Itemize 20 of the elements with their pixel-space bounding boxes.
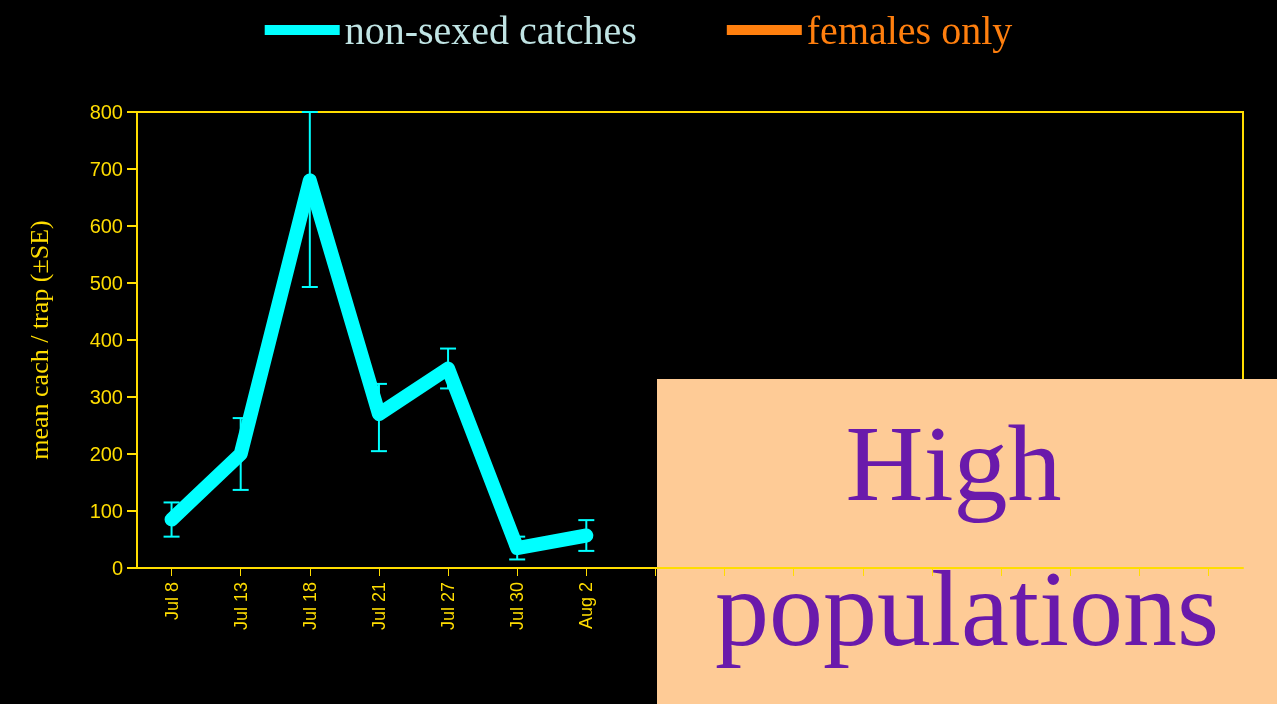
y-tick-label: 800 (89, 101, 123, 123)
y-tick-label: 0 (111, 557, 123, 579)
x-tick-label: Jul 18 (299, 582, 320, 631)
legend-label: non-sexed catches (344, 7, 637, 53)
y-tick-label: 600 (89, 215, 123, 237)
y-axis-title: mean cach / trap (±SE) (24, 220, 54, 460)
y-tick-label: 500 (89, 272, 123, 294)
legend-label: females only (806, 7, 1013, 53)
annotation: High populations (715, 404, 1219, 668)
x-tick-label: Jul 13 (230, 582, 251, 631)
y-tick-label: 300 (89, 386, 123, 408)
x-tick-label: Jul 21 (368, 582, 389, 631)
y-tick-label: 100 (89, 500, 123, 522)
x-tick-label: Jul 8 (161, 582, 182, 621)
y-tick-label: 700 (89, 158, 123, 180)
x-tick-label: Jul 30 (507, 582, 528, 631)
x-tick-label: Jul 27 (438, 582, 459, 631)
y-tick-label: 400 (89, 329, 123, 351)
y-tick-label: 200 (89, 443, 123, 465)
x-tick-label: Aug 2 (576, 582, 597, 630)
